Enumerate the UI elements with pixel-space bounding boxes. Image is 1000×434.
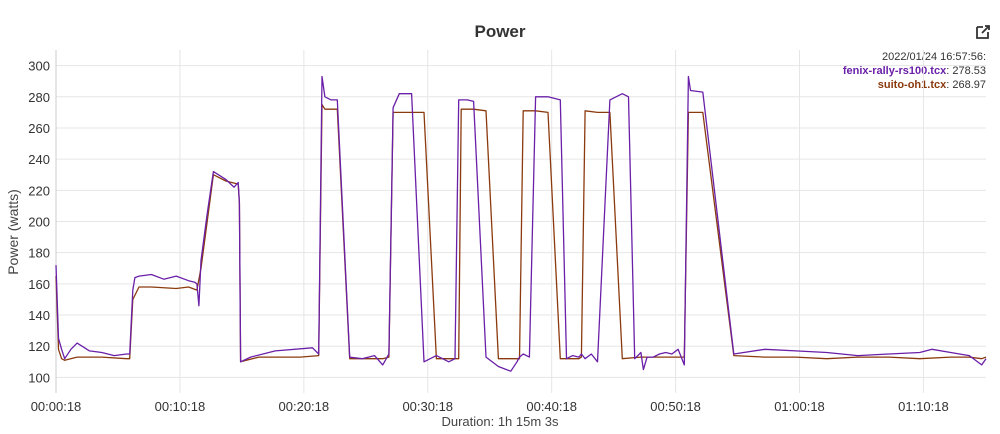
y-axis-label: Power (watts): [5, 189, 21, 275]
x-axis-label: Duration: 1h 15m 3s: [441, 414, 559, 429]
x-tick-labels: 00:00:18 00:10:18 00:20:18 00:30:18 00:40:18…: [31, 399, 949, 414]
y-tick-label: 180: [28, 246, 50, 261]
series-line-2: [55, 103, 987, 363]
y-tick-label: 160: [28, 277, 50, 292]
y-tick-label: 100: [28, 370, 50, 385]
x-tick-label: 00:20:18: [279, 399, 330, 414]
y-tick-label: 220: [28, 183, 50, 198]
y-tick-label: 140: [28, 308, 50, 323]
series-lines: [55, 75, 987, 372]
x-tick-label: 00:10:18: [155, 399, 206, 414]
series-line-1: [55, 75, 987, 372]
legend-series-2-value: 268.97: [952, 79, 986, 91]
legend-header: 2022/01/24 16:57:56:: [882, 51, 986, 63]
export-icon[interactable]: [975, 24, 991, 40]
y-tick-label: 240: [28, 152, 50, 167]
x-tick-label: 00:00:18: [31, 399, 82, 414]
y-tick-label: 300: [28, 59, 50, 74]
x-tick-label: 00:50:18: [650, 399, 701, 414]
legend-series-1-name: fenix-rally-rs100.tcx: [842, 65, 947, 77]
y-tick-label: 280: [28, 90, 50, 105]
y-tick-label: 120: [28, 339, 50, 354]
legend-entry-series-2: suito-oh1.tcx: 268.97: [877, 79, 986, 91]
legend-series-2-name: suito-oh1.tcx: [877, 79, 947, 91]
legend-series-1-value: 278.53: [952, 65, 986, 77]
x-tick-label: 00:30:18: [402, 399, 453, 414]
chart-title: Power: [474, 22, 526, 41]
x-tick-label: 01:10:18: [898, 399, 949, 414]
y-tick-labels: 100 120 140 160 180 200 220 240 260 280 300: [28, 59, 50, 386]
chart-legend: 2022/01/24 16:57:56: fenix-rally-rs100.t…: [843, 50, 986, 92]
y-tick-label: 200: [28, 215, 50, 230]
x-tick-label: 01:00:18: [774, 399, 825, 414]
y-tick-label: 260: [28, 121, 50, 136]
x-tick-label: 00:40:18: [526, 399, 577, 414]
legend-entry-series-1: fenix-rally-rs100.tcx: 278.53: [842, 65, 986, 77]
